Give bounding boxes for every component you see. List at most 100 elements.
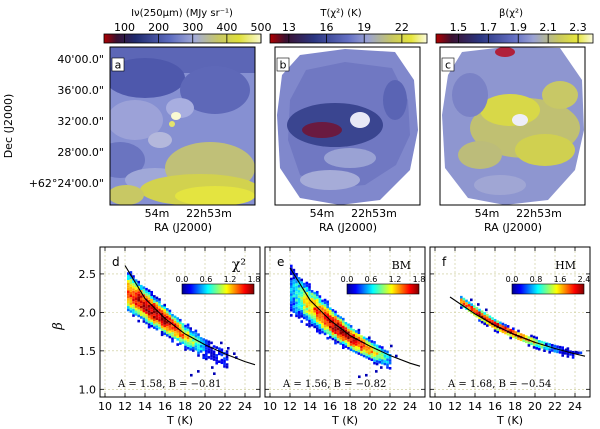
- x-tick-label: 12: [448, 400, 462, 413]
- density-cell: [153, 310, 156, 314]
- density-cell: [386, 360, 389, 364]
- density-cell: [329, 333, 332, 337]
- density-cell: [336, 314, 340, 318]
- density-cell: [295, 285, 298, 289]
- density-cell: [344, 324, 348, 328]
- density-cell: [297, 279, 301, 283]
- density-cell: [179, 334, 182, 338]
- density-cell: [163, 309, 166, 312]
- density-cell: [303, 303, 306, 307]
- density-cell: [323, 298, 327, 302]
- y-axis-label: β: [51, 322, 66, 331]
- inner-colorbar-tick: 0.6: [365, 275, 378, 284]
- density-cell: [323, 329, 327, 333]
- colorbar-tick-label: 400: [216, 21, 237, 34]
- density-cell: [357, 344, 361, 348]
- density-cell: [199, 344, 203, 348]
- density-cell: [150, 293, 153, 297]
- density-cell: [145, 306, 148, 309]
- density-cell: [158, 313, 161, 317]
- density-cell: [339, 337, 342, 340]
- density-cell: [290, 295, 293, 299]
- density-cell: [295, 272, 298, 276]
- density-cell: [383, 349, 387, 353]
- density-cell: [220, 348, 224, 352]
- density-cell: [303, 313, 306, 317]
- density-cell: [310, 313, 314, 317]
- density-cell: [202, 338, 205, 341]
- density-cell: [194, 345, 198, 348]
- density-cell: [308, 324, 311, 328]
- x-tick-label: 10: [98, 400, 112, 413]
- density-cell: [179, 339, 182, 343]
- density-cell: [316, 303, 319, 307]
- density-cell: [347, 326, 350, 329]
- map-c: c: [439, 46, 586, 206]
- density-cell: [360, 343, 363, 346]
- density-cell: [132, 303, 135, 307]
- density-cell: [342, 346, 345, 350]
- density-cell: [370, 353, 374, 356]
- density-cell: [561, 354, 564, 357]
- x-tick-label: 18: [508, 400, 522, 413]
- density-cell: [318, 297, 322, 301]
- density-cell: [566, 347, 570, 350]
- density-cell: [127, 298, 130, 301]
- density-cell: [334, 331, 337, 334]
- density-cell: [155, 317, 159, 321]
- x-tick-label: 24: [403, 400, 417, 413]
- map-a-frame: [109, 46, 256, 206]
- density-cell: [129, 302, 133, 305]
- density-cell: [166, 315, 169, 319]
- density-cell: [142, 291, 146, 295]
- ra-ticks-c: 54m 22h53m RA (J2000): [475, 207, 562, 234]
- density-cell: [142, 314, 146, 318]
- density-cell: [517, 337, 520, 341]
- density-cell: [173, 323, 177, 326]
- density-cell: [491, 317, 494, 320]
- density-cell: [173, 333, 177, 337]
- density-cell: [153, 300, 156, 303]
- density-cell: [305, 299, 309, 303]
- density-cell: [342, 341, 345, 344]
- density-cell: [509, 328, 512, 332]
- density-cell: [194, 337, 198, 340]
- density-cell: [158, 326, 161, 330]
- density-cell: [300, 278, 303, 282]
- density-cell: [336, 338, 340, 341]
- density-cell: [336, 335, 340, 339]
- density-cell: [329, 317, 332, 321]
- density-cell: [378, 360, 381, 364]
- density-cell: [215, 346, 218, 349]
- density-cell: [220, 353, 224, 357]
- density-cell: [179, 337, 182, 340]
- density-cell: [334, 334, 337, 337]
- density-cell: [295, 306, 298, 310]
- density-cell: [383, 357, 387, 361]
- density-cell: [145, 287, 148, 291]
- density-cell: [303, 287, 306, 291]
- density-cell: [145, 290, 148, 294]
- density-cell: [202, 343, 205, 347]
- density-cell: [344, 332, 348, 335]
- x-tick-label: 22: [218, 400, 232, 413]
- density-cell: [331, 337, 335, 341]
- density-cell: [295, 283, 298, 286]
- density-cell: [347, 336, 350, 340]
- density-cell: [168, 322, 172, 326]
- density-cell: [310, 318, 314, 322]
- density-cell: [134, 287, 138, 290]
- density-cell: [300, 304, 303, 308]
- density-cell: [478, 319, 481, 322]
- density-cell: [176, 330, 179, 333]
- density-cell: [129, 278, 133, 282]
- density-cell: [292, 297, 296, 301]
- density-cell: [368, 349, 371, 353]
- density-cell: [292, 287, 296, 290]
- y-tick-label: 1.0: [79, 383, 97, 396]
- density-cell: [127, 280, 130, 283]
- density-cell: [192, 338, 195, 342]
- density-cell: [321, 307, 324, 311]
- density-cell: [512, 327, 515, 331]
- density-cell: [290, 269, 293, 273]
